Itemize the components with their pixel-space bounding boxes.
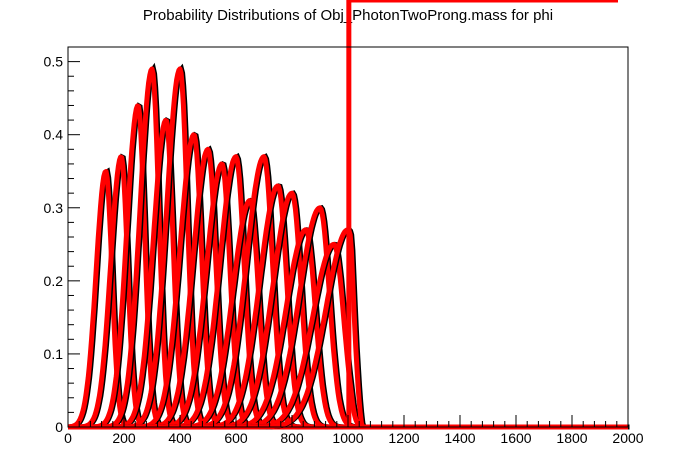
x-tick-label: 1000 xyxy=(332,430,363,446)
y-tick-label: 0.1 xyxy=(44,346,64,362)
x-tick-label: 400 xyxy=(168,430,192,446)
y-tick-label: 0.2 xyxy=(44,273,64,289)
y-tick-label: 0 xyxy=(55,419,63,435)
axes-layer: 0 0.1 0.2 0.3 0.4 0.5 0 200 400 600 800 1000 1200 140… xyxy=(44,46,644,446)
x-tick-label: 1400 xyxy=(444,430,475,446)
y-tick-label: 0.3 xyxy=(44,200,64,216)
x-tick-label: 1600 xyxy=(500,430,531,446)
x-tick-label: 200 xyxy=(112,430,136,446)
x-tick-label: 800 xyxy=(280,430,304,446)
overflow-spike-line xyxy=(346,0,618,427)
y-tick-label: 0.4 xyxy=(44,127,64,143)
x-tick-label: 600 xyxy=(224,430,248,446)
series-layer xyxy=(66,0,630,430)
x-tick-label: 0 xyxy=(64,430,72,446)
y-tick-label: 0.5 xyxy=(44,54,64,70)
x-tick-label: 1800 xyxy=(556,430,587,446)
x-tick-label: 1200 xyxy=(388,430,419,446)
x-tick-label: 2000 xyxy=(612,430,643,446)
